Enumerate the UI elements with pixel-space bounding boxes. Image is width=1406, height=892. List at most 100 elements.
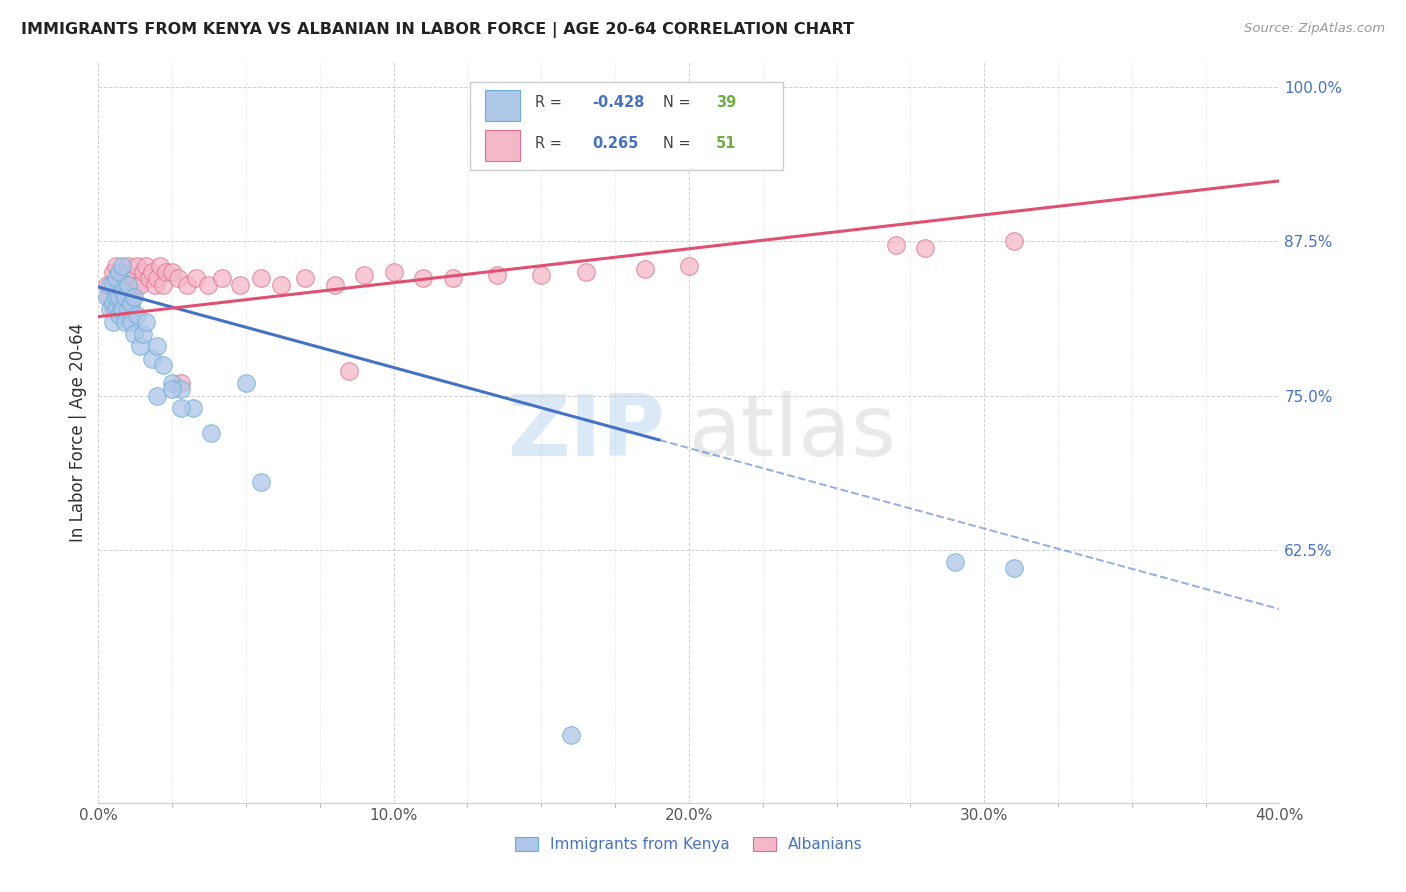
Point [98, 302, 121, 317]
Point [486, 268, 509, 282]
Point [117, 302, 139, 317]
Text: 51: 51 [716, 136, 737, 151]
Point [132, 265, 155, 279]
Point [98, 290, 121, 304]
Point [353, 268, 375, 282]
Point [105, 284, 128, 298]
Point [250, 271, 273, 285]
Point [200, 425, 222, 440]
Point [114, 271, 136, 285]
Point [884, 238, 907, 252]
Point [128, 339, 150, 353]
Point [125, 277, 148, 292]
Point [108, 309, 131, 323]
Point [1002, 235, 1025, 249]
Point [146, 389, 169, 403]
Point [294, 271, 316, 285]
Point [155, 265, 177, 279]
Point [122, 326, 145, 341]
Text: atlas: atlas [689, 391, 897, 475]
FancyBboxPatch shape [471, 82, 783, 169]
Point [1002, 561, 1025, 575]
Point [108, 290, 131, 304]
Legend: Immigrants from Kenya, Albanians: Immigrants from Kenya, Albanians [509, 830, 869, 858]
Point [111, 265, 134, 279]
Point [382, 265, 405, 279]
Point [122, 290, 145, 304]
Point [105, 302, 128, 317]
Point [339, 364, 361, 378]
Text: R =: R = [536, 95, 567, 110]
Point [105, 259, 128, 273]
Point [250, 475, 273, 489]
Point [105, 290, 128, 304]
Point [114, 315, 136, 329]
Point [141, 265, 163, 279]
Point [197, 277, 219, 292]
Point [235, 376, 257, 391]
Point [170, 376, 193, 391]
Point [141, 351, 163, 366]
Text: R =: R = [536, 136, 567, 151]
Point [125, 309, 148, 323]
Point [105, 271, 128, 285]
Point [108, 277, 131, 292]
Point [634, 261, 657, 276]
Point [120, 296, 142, 310]
Text: -0.428: -0.428 [592, 95, 644, 110]
Point [111, 284, 134, 298]
Point [98, 277, 121, 292]
Text: 0.265: 0.265 [592, 136, 638, 151]
Text: Source: ZipAtlas.com: Source: ZipAtlas.com [1244, 22, 1385, 36]
Point [114, 296, 136, 310]
Point [530, 268, 553, 282]
Point [108, 265, 131, 279]
Point [229, 277, 252, 292]
Point [96, 277, 118, 292]
Point [575, 265, 598, 279]
Point [135, 315, 157, 329]
Point [103, 277, 125, 292]
Point [412, 271, 434, 285]
Point [943, 555, 966, 569]
Text: 39: 39 [716, 95, 737, 110]
Bar [485, 130, 520, 161]
Point [162, 383, 183, 397]
Point [103, 315, 125, 329]
Point [117, 277, 139, 292]
Point [117, 259, 139, 273]
Point [162, 376, 183, 391]
Point [162, 265, 183, 279]
Point [128, 277, 150, 292]
Point [560, 728, 582, 742]
Point [125, 259, 148, 273]
Point [170, 383, 193, 397]
Bar [485, 90, 520, 121]
Y-axis label: In Labor Force | Age 20-64: In Labor Force | Age 20-64 [69, 323, 87, 542]
Point [149, 259, 172, 273]
Point [211, 271, 233, 285]
Text: N =: N = [664, 136, 695, 151]
Point [120, 315, 142, 329]
Point [146, 339, 169, 353]
Point [143, 277, 166, 292]
Point [441, 271, 464, 285]
Point [103, 302, 125, 317]
Point [120, 290, 142, 304]
Point [111, 302, 134, 317]
Point [96, 290, 118, 304]
Point [114, 290, 136, 304]
Point [146, 271, 169, 285]
Point [111, 259, 134, 273]
Point [184, 271, 207, 285]
Text: ZIP: ZIP [508, 391, 665, 475]
Point [167, 271, 190, 285]
Text: N =: N = [664, 95, 695, 110]
Point [678, 259, 700, 273]
Point [181, 401, 204, 415]
Point [103, 265, 125, 279]
Point [152, 277, 174, 292]
Point [117, 277, 139, 292]
Point [122, 271, 145, 285]
Point [323, 277, 346, 292]
